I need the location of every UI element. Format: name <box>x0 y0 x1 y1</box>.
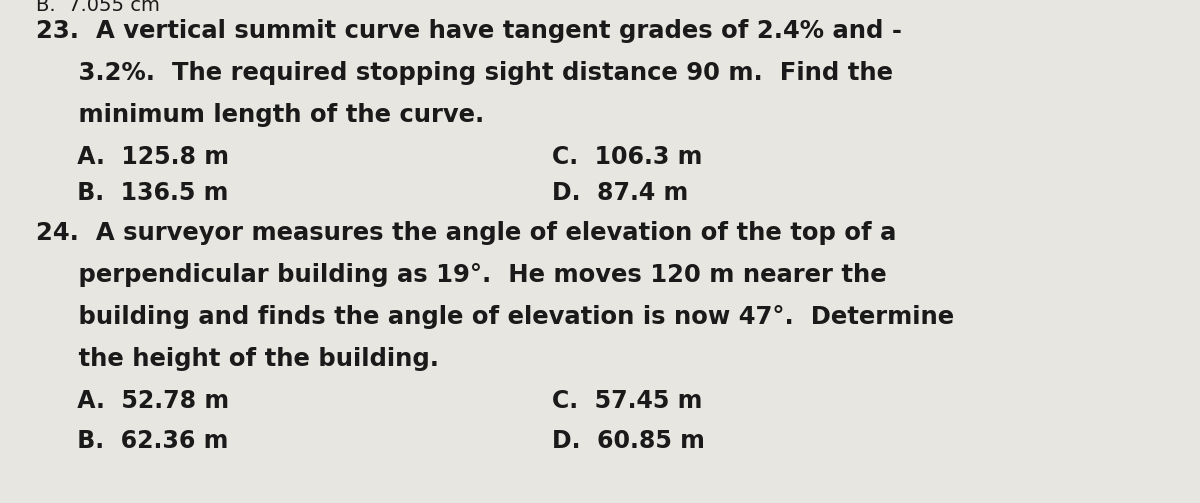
Text: 3.2%.  The required stopping sight distance 90 m.  Find the: 3.2%. The required stopping sight distan… <box>36 61 893 85</box>
Text: A.  52.78 m: A. 52.78 m <box>36 389 229 413</box>
Text: minimum length of the curve.: minimum length of the curve. <box>36 103 485 127</box>
Text: D.  60.85 m: D. 60.85 m <box>552 429 704 453</box>
Text: perpendicular building as 19°.  He moves 120 m nearer the: perpendicular building as 19°. He moves … <box>36 263 887 287</box>
Text: 24.  A surveyor measures the angle of elevation of the top of a: 24. A surveyor measures the angle of ele… <box>36 221 896 245</box>
Text: A.  125.8 m: A. 125.8 m <box>36 145 229 169</box>
Text: building and finds the angle of elevation is now 47°.  Determine: building and finds the angle of elevatio… <box>36 305 954 329</box>
Text: B.  62.36 m: B. 62.36 m <box>36 429 228 453</box>
Text: B.  7.055 cm: B. 7.055 cm <box>36 0 160 15</box>
Text: C.  57.45 m: C. 57.45 m <box>552 389 702 413</box>
Text: B.  136.5 m: B. 136.5 m <box>36 181 228 205</box>
Text: D.  87.4 m: D. 87.4 m <box>552 181 689 205</box>
Text: the height of the building.: the height of the building. <box>36 347 439 371</box>
Text: C.  106.3 m: C. 106.3 m <box>552 145 702 169</box>
Text: 23.  A vertical summit curve have tangent grades of 2.4% and -: 23. A vertical summit curve have tangent… <box>36 19 902 43</box>
